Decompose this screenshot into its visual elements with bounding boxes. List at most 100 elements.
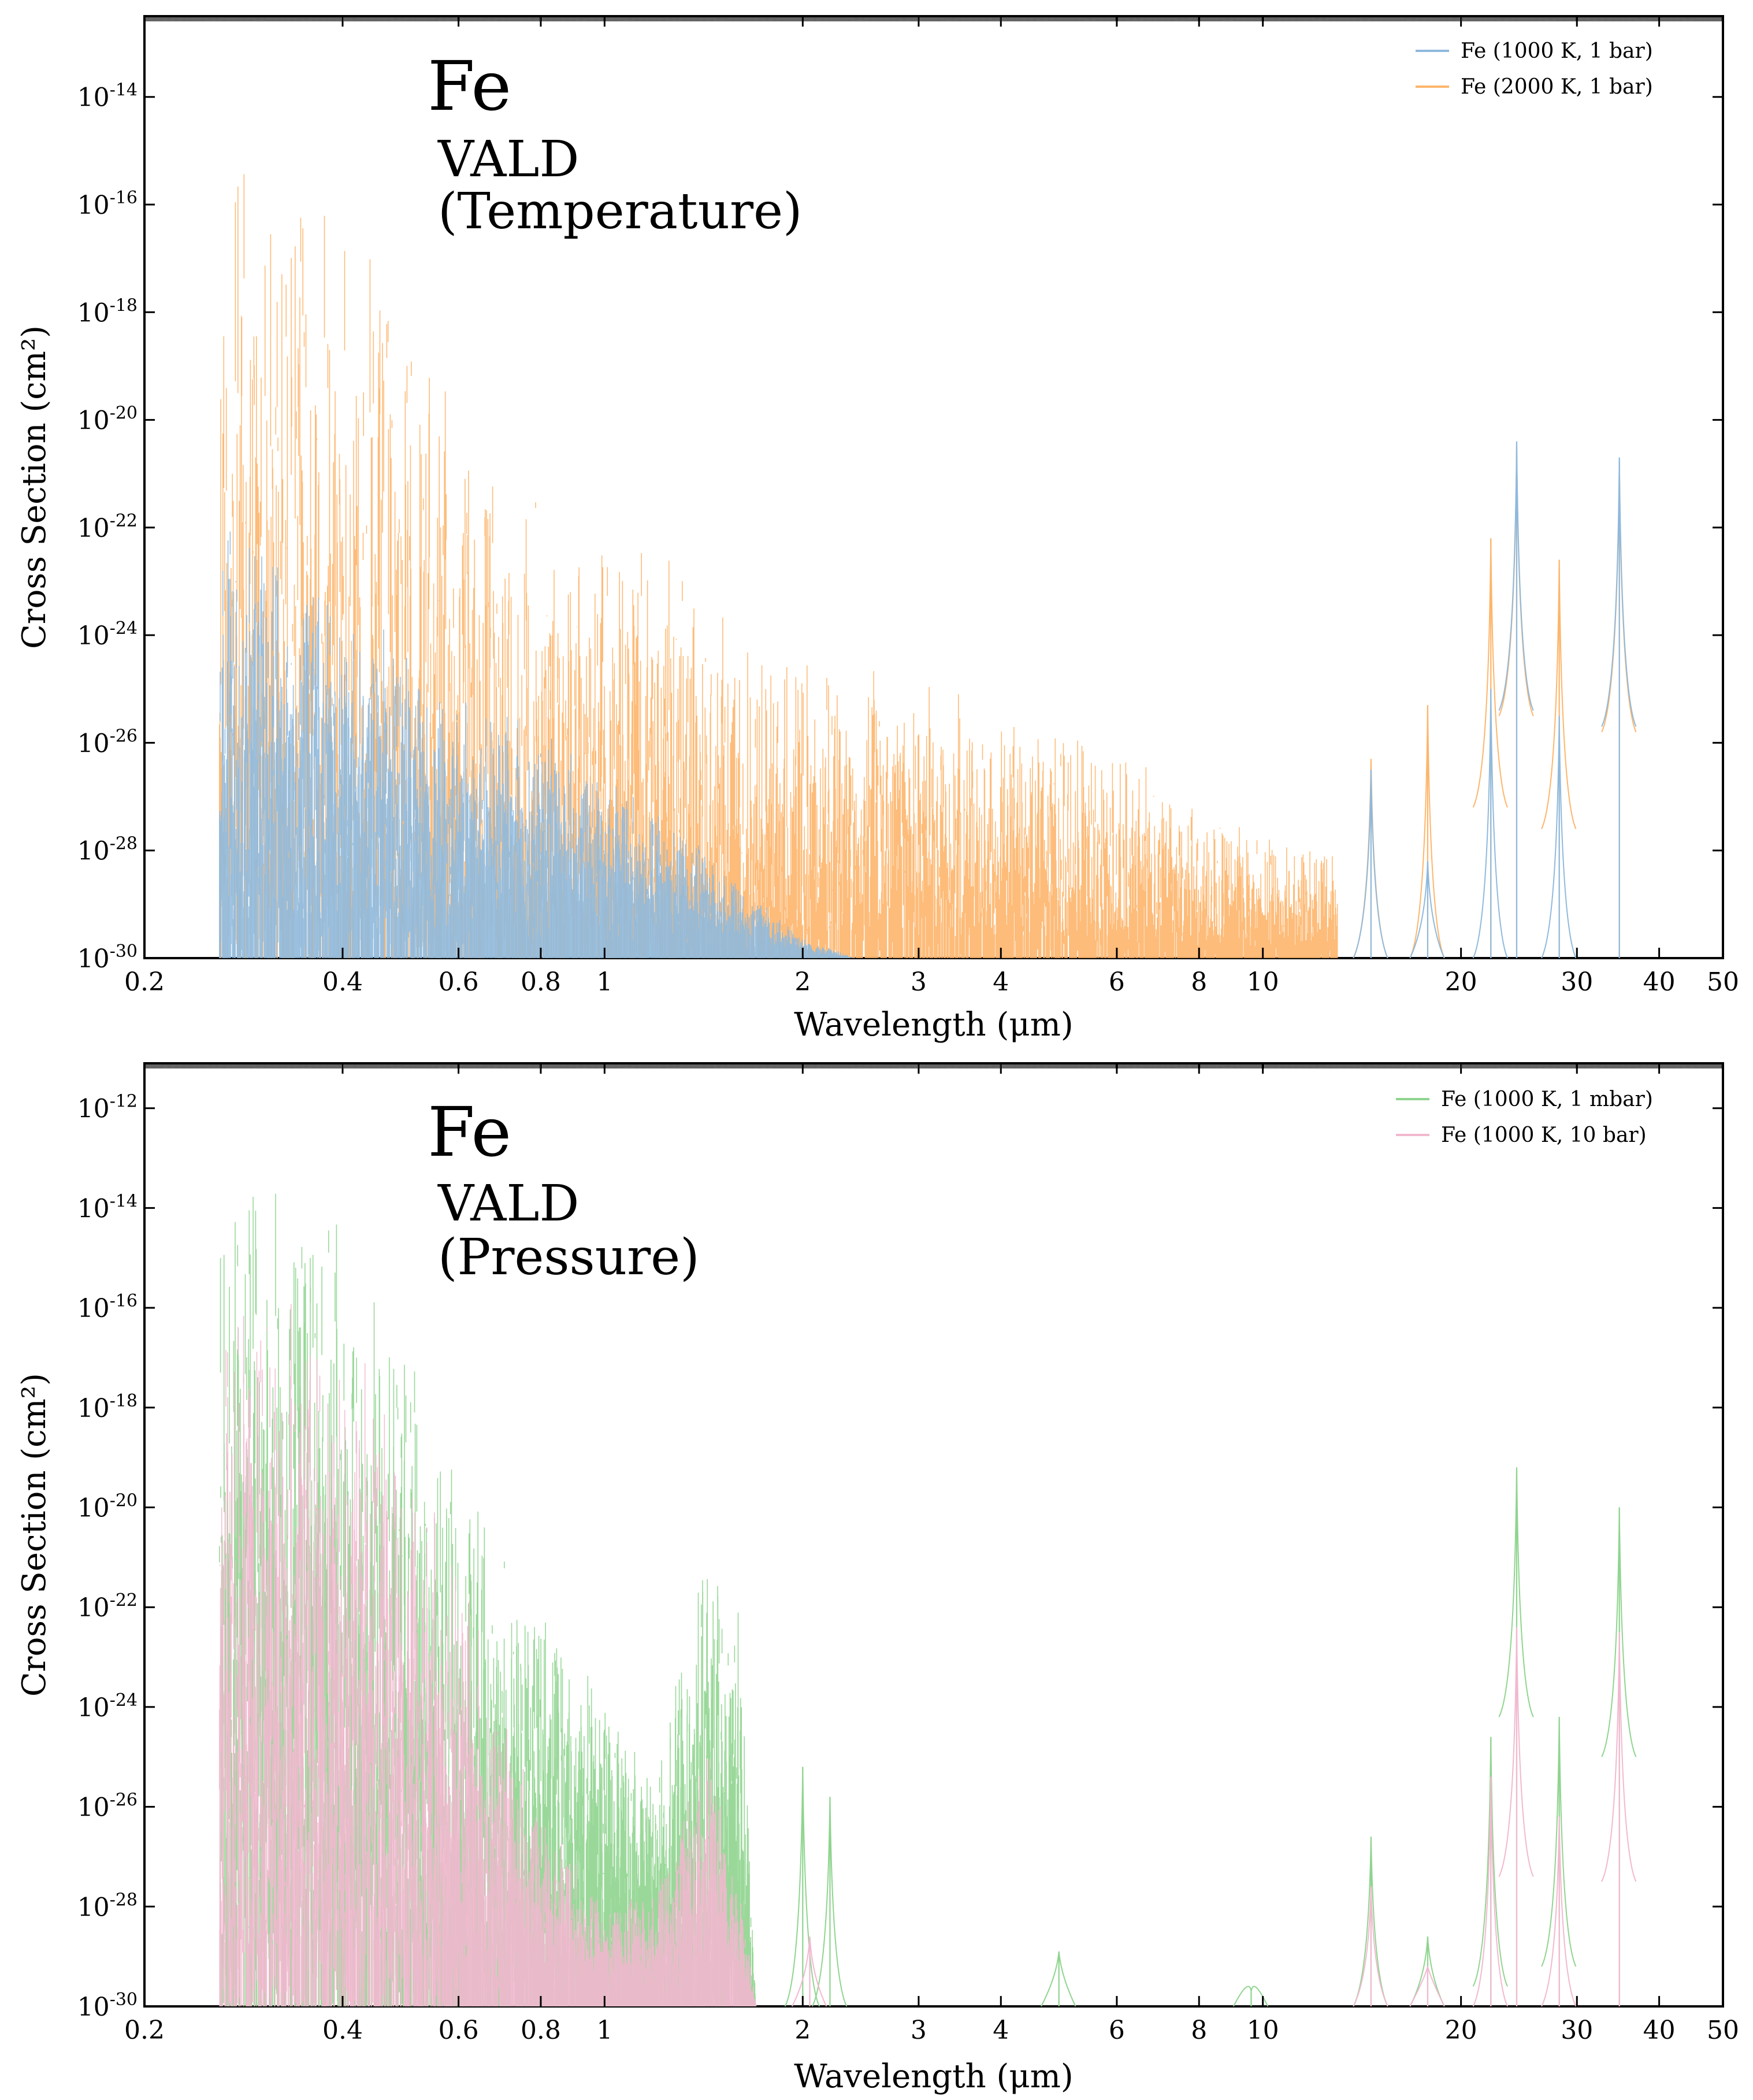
peak-wing: [1601, 1632, 1637, 1882]
x-tick-label: 3: [911, 967, 927, 997]
peak-wing: [1541, 715, 1577, 959]
chart-title: Fe: [428, 46, 511, 126]
chart-subtitle-line1: VALD: [437, 131, 579, 188]
x-axis-label: Wavelength (μm): [794, 1006, 1073, 1044]
peak-wing: [1409, 1936, 1445, 2007]
y-axis-label: Cross Section (cm²): [16, 1373, 53, 1697]
peak-wing: [1601, 457, 1637, 727]
x-tick-label: 0.2: [124, 2016, 165, 2045]
y-tick-label: 10-14: [77, 80, 138, 113]
x-tick-label: 8: [1191, 2016, 1207, 2045]
y-tick-label: 10-28: [77, 1890, 138, 1922]
plot-area-frame: [143, 1062, 1724, 2008]
x-tick-label: 30: [1561, 967, 1593, 997]
y-tick-label: 10-20: [77, 1491, 138, 1523]
x-tick-label: 20: [1445, 2016, 1477, 2045]
chart-subtitle-line2: (Pressure): [438, 1229, 700, 1286]
series-fe-1000-k-10-bar-: [219, 1304, 1637, 2007]
y-tick-label: 10-12: [77, 1092, 138, 1124]
x-tick-label: 3: [911, 2016, 927, 2045]
peak-wing: [784, 1767, 820, 2007]
peak-wing: [1232, 1986, 1269, 2007]
peak-wing: [1353, 769, 1388, 959]
y-axis-ticks: 10-30 10-28 10-26 10-24 10-22 10-20 10-18 10-16…: [77, 1092, 1723, 2022]
panel-pressure: 0.2 0.4 0.6 0.8 1 2 3 4 6 8 10 20 30 40 50 10-3010-281…: [16, 1062, 1739, 2095]
spectrum-lines: [219, 531, 855, 958]
legend-label-1000k-1bar: Fe (1000 K, 1 bar): [1461, 39, 1653, 63]
x-tick-label: 1: [596, 967, 612, 997]
x-tick-label: 0.6: [439, 967, 479, 997]
y-tick-label: 10-28: [77, 834, 138, 866]
peak-wing: [1409, 861, 1445, 959]
peak-wing: [792, 1936, 827, 2007]
y-tick-label: 10-16: [77, 1291, 138, 1323]
series-fe-2000-k-1-bar-: [219, 174, 1637, 959]
x-tick-label: 8: [1191, 967, 1207, 997]
series-layer: [219, 174, 1637, 959]
chart-subtitle-line2: (Temperature): [438, 183, 803, 240]
x-tick-label: 6: [1109, 2016, 1125, 2045]
series-layer: [219, 1193, 1637, 2007]
legend: Fe (1000 K, 1 mbar) Fe (1000 K, 10 bar): [1396, 1088, 1653, 1147]
y-axis-ticks: 10-30 10-28 10-26 10-24 10-22 10-20 10-18 10-16…: [77, 80, 1723, 974]
legend-label-2000k-1bar: Fe (2000 K, 1 bar): [1461, 75, 1653, 99]
y-tick-label: 10-22: [77, 511, 138, 543]
x-tick-label: 4: [993, 967, 1009, 997]
x-tick-label: 10: [1247, 967, 1279, 997]
peak-wing: [1498, 441, 1534, 711]
x-tick-label: 40: [1643, 967, 1676, 997]
peak-wing: [1409, 1966, 1445, 2007]
y-tick-label: 10-26: [77, 726, 138, 758]
peak-wing: [1601, 1507, 1637, 1757]
x-axis-ticks: 0.2 0.4 0.6 0.8 1 2 3 4 6 8 10 20 30 40 50: [124, 16, 1739, 997]
peak-wing: [1472, 538, 1509, 808]
x-axis-ticks: 0.2 0.4 0.6 0.8 1 2 3 4 6 8 10 20 30 40 50: [124, 1063, 1739, 2045]
spectrum-lines: [219, 1304, 757, 2006]
peak-wing: [1353, 1836, 1388, 2007]
y-tick-label: 10-18: [77, 295, 138, 328]
x-tick-label: 6: [1109, 967, 1125, 997]
peak-wing: [1541, 1816, 1577, 2007]
x-tick-label: 0.4: [322, 967, 363, 997]
peak-wing: [1041, 1951, 1076, 2007]
x-tick-label: 4: [993, 2016, 1009, 2045]
peak-wing: [1541, 1717, 1577, 1967]
y-axis-label: Cross Section (cm²): [16, 325, 53, 649]
y-tick-label: 10-16: [77, 188, 138, 220]
peak-wing: [1472, 1737, 1508, 1987]
panel-temperature: 0.2 0.4 0.6 0.8 1 2 3 4 6 8 10 20 30 40 50 10-3010-281…: [16, 15, 1739, 1044]
chart-subtitle-line1: VALD: [437, 1175, 579, 1233]
x-tick-label: 40: [1643, 2016, 1676, 2045]
x-tick-label: 0.2: [124, 967, 165, 997]
legend: Fe (1000 K, 1 bar) Fe (2000 K, 1 bar): [1416, 39, 1653, 99]
legend-label-1000k-10bar: Fe (1000 K, 10 bar): [1441, 1123, 1647, 1147]
x-tick-label: 1: [596, 2016, 612, 2045]
chart-title: Fe: [428, 1092, 511, 1172]
y-tick-label: 10-18: [77, 1391, 138, 1423]
peak-wing: [1498, 1627, 1534, 1877]
x-tick-label: 0.8: [521, 2016, 561, 2045]
y-tick-label: 10-20: [77, 403, 138, 436]
peak-wing: [1472, 1776, 1508, 2007]
legend-label-1000k-1mbar: Fe (1000 K, 1 mbar): [1441, 1088, 1653, 1111]
y-tick-label: 10-24: [77, 1690, 138, 1723]
y-tick-label: 10-24: [77, 618, 138, 651]
x-tick-label: 2: [794, 2016, 811, 2045]
peak-wing: [1498, 1467, 1534, 1717]
y-tick-label: 10-30: [77, 1990, 138, 2022]
x-tick-label: 0.4: [322, 2016, 363, 2045]
x-tick-label: 50: [1707, 967, 1739, 997]
y-tick-label: 10-14: [77, 1191, 138, 1223]
y-tick-label: 10-26: [77, 1790, 138, 1823]
x-axis-label: Wavelength (μm): [794, 2058, 1073, 2095]
peak-wing: [1409, 705, 1445, 959]
peak-wing: [1541, 559, 1577, 829]
x-tick-label: 50: [1707, 2016, 1739, 2045]
x-tick-label: 30: [1561, 2016, 1593, 2045]
series-fe-1000-k-1-bar-: [219, 441, 1637, 959]
x-tick-label: 2: [794, 967, 811, 997]
x-tick-label: 0.6: [439, 2016, 479, 2045]
x-tick-label: 20: [1445, 967, 1477, 997]
y-tick-label: 10-22: [77, 1590, 138, 1623]
